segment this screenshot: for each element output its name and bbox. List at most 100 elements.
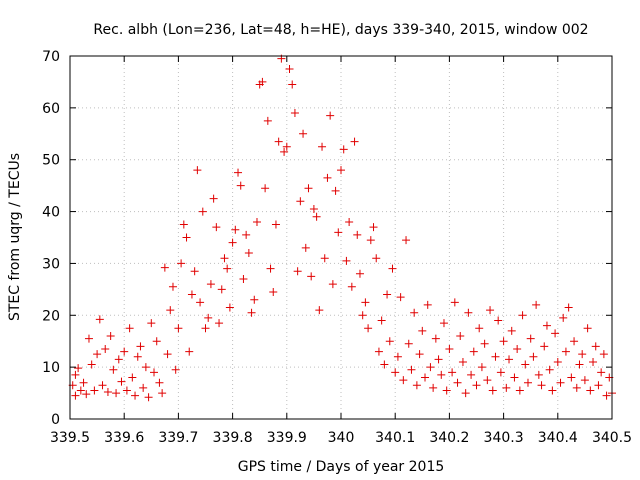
data-point	[337, 166, 345, 175]
data-point	[261, 184, 270, 193]
data-point	[174, 324, 183, 333]
data-point	[383, 290, 392, 299]
data-point	[201, 324, 210, 333]
data-point	[101, 344, 110, 353]
data-point	[358, 311, 367, 320]
data-point	[434, 355, 443, 364]
data-point	[534, 370, 543, 379]
data-point	[402, 236, 411, 245]
data-point	[372, 254, 381, 263]
data-point	[350, 137, 359, 146]
y-tick-label: 10	[42, 360, 60, 376]
data-point	[84, 334, 93, 343]
data-point	[128, 373, 137, 382]
data-point	[561, 347, 570, 356]
data-point	[122, 386, 131, 395]
y-tick-label: 70	[42, 49, 60, 65]
data-point	[323, 173, 332, 182]
data-point	[597, 368, 606, 377]
data-point	[391, 368, 400, 377]
data-point	[396, 293, 405, 302]
data-point	[369, 223, 378, 232]
data-point	[312, 212, 321, 221]
data-point	[168, 282, 177, 291]
data-point	[423, 300, 432, 309]
data-point	[136, 342, 145, 351]
data-point	[244, 249, 253, 258]
data-point	[139, 383, 148, 392]
data-point	[380, 360, 389, 369]
x-tick-label: 339.9	[267, 430, 307, 446]
data-point	[250, 295, 259, 304]
data-point	[412, 381, 421, 390]
data-point	[583, 324, 592, 333]
data-point	[586, 386, 595, 395]
data-point	[594, 381, 603, 390]
data-point	[288, 80, 297, 89]
data-point	[591, 342, 600, 351]
data-point	[426, 363, 435, 372]
data-point	[125, 324, 134, 333]
data-point	[551, 329, 560, 338]
data-point	[263, 116, 272, 125]
data-point	[377, 316, 386, 325]
x-tick-label: 340	[328, 430, 355, 446]
data-point	[304, 184, 313, 193]
data-point	[82, 390, 91, 399]
data-point	[301, 243, 310, 252]
data-point	[177, 259, 186, 268]
data-point	[567, 373, 576, 382]
data-point	[521, 360, 530, 369]
data-point	[515, 386, 524, 395]
axis-ticks	[69, 55, 613, 420]
data-point	[464, 308, 473, 317]
data-point	[109, 365, 118, 374]
x-tick-label: 340.2	[429, 430, 469, 446]
data-point	[112, 389, 121, 398]
x-tick-label: 340.1	[375, 430, 415, 446]
data-point	[331, 186, 340, 195]
data-point	[526, 334, 535, 343]
data-point	[71, 370, 80, 379]
data-point	[144, 393, 153, 402]
data-point	[496, 368, 505, 377]
data-point	[187, 290, 196, 299]
data-point	[415, 350, 424, 359]
data-point	[296, 197, 305, 206]
data-point	[518, 311, 527, 320]
data-point	[220, 254, 229, 263]
data-point	[282, 142, 291, 151]
data-point	[228, 238, 237, 247]
data-point	[339, 145, 348, 154]
data-point	[103, 388, 112, 397]
data-point	[494, 316, 503, 325]
data-point	[510, 373, 519, 382]
data-point	[442, 386, 451, 395]
y-tick-label: 20	[42, 308, 60, 324]
data-point	[150, 368, 159, 377]
data-point	[347, 282, 356, 291]
data-point	[407, 365, 416, 374]
data-point	[293, 267, 302, 276]
data-point	[79, 378, 88, 387]
data-point	[505, 355, 514, 364]
data-point	[570, 337, 579, 346]
data-point	[374, 347, 383, 356]
data-point	[431, 334, 440, 343]
data-point	[71, 391, 80, 400]
data-point	[393, 352, 402, 361]
data-point	[320, 254, 329, 263]
grid-lines	[70, 56, 612, 419]
x-tick-label: 339.5	[50, 430, 90, 446]
data-point	[212, 223, 221, 232]
data-point	[334, 228, 343, 237]
data-point	[602, 391, 611, 400]
data-point	[206, 280, 215, 289]
data-point	[299, 129, 308, 138]
data-point	[106, 332, 115, 341]
data-point	[155, 378, 164, 387]
data-point	[87, 360, 96, 369]
data-point	[342, 256, 351, 265]
x-tick-label: 339.8	[213, 430, 253, 446]
